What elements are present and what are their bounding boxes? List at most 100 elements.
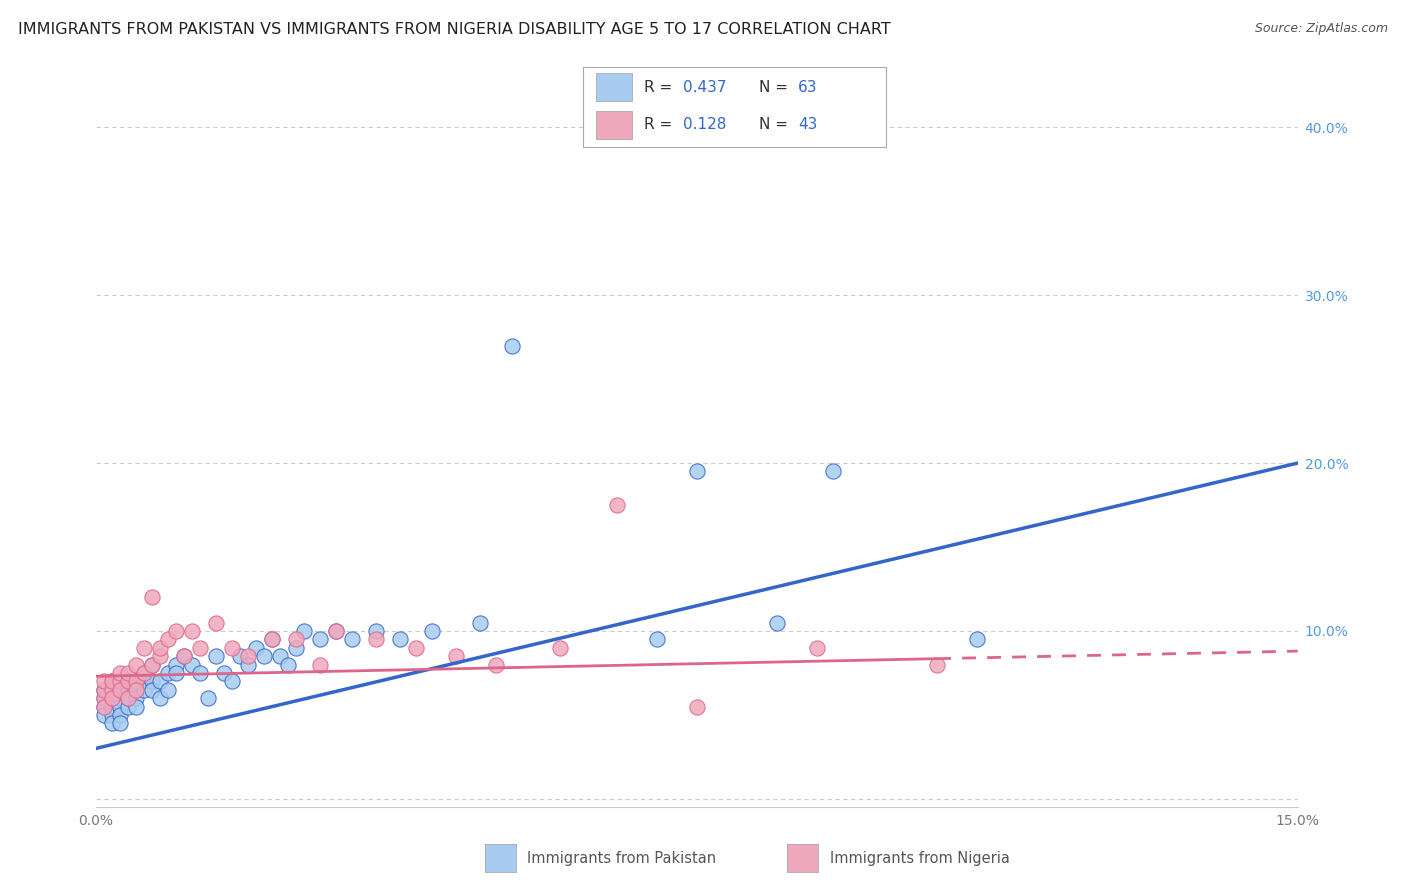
Point [366,624,388,638]
Point [93,674,115,689]
Point [149,649,172,664]
Point [966,632,988,647]
FancyBboxPatch shape [596,112,631,139]
Point [180,657,202,672]
Point [117,699,139,714]
Point [173,649,195,664]
Point [117,674,139,689]
Point [100,674,122,689]
Point [180,624,202,638]
Point [108,682,131,697]
Point [606,498,628,512]
Point [124,674,148,689]
Text: 0.128: 0.128 [683,117,727,132]
Point [188,640,211,655]
Point [100,716,122,731]
Point [124,657,148,672]
Point [108,699,131,714]
Text: 43: 43 [799,117,817,132]
Point [93,682,115,697]
Point [277,657,299,672]
Point [405,640,427,655]
Point [470,615,492,630]
Point [173,649,195,664]
Point [485,657,508,672]
Point [124,699,148,714]
Point [141,682,163,697]
Point [132,665,155,680]
Point [366,632,388,647]
Point [221,640,243,655]
Point [108,716,131,731]
Point [236,657,259,672]
Point [284,632,308,647]
Point [141,657,163,672]
Point [124,682,148,697]
Point [117,691,139,706]
Text: R =: R = [644,117,682,132]
Point [93,691,115,706]
Point [340,632,363,647]
Point [108,665,131,680]
Point [420,624,443,638]
Text: Immigrants from Nigeria: Immigrants from Nigeria [830,851,1010,865]
Point [100,699,122,714]
Point [292,624,315,638]
Point [117,691,139,706]
Point [93,682,115,697]
Point [205,649,228,664]
Point [686,465,709,479]
Point [100,674,122,689]
Point [205,615,228,630]
Point [93,699,115,714]
Point [132,682,155,697]
Point [124,691,148,706]
FancyBboxPatch shape [596,73,631,102]
Point [325,624,347,638]
Point [124,674,148,689]
Point [100,682,122,697]
Point [165,665,187,680]
Point [927,657,949,672]
Point [156,682,179,697]
Point [149,640,172,655]
Point [93,691,115,706]
Point [806,640,828,655]
Point [108,682,131,697]
Point [117,674,139,689]
Point [124,682,148,697]
Point [149,674,172,689]
Point [550,640,572,655]
Point [141,591,163,605]
Point [141,657,163,672]
Point [645,632,668,647]
Point [132,665,155,680]
Point [686,699,709,714]
Point [229,649,252,664]
Point [132,674,155,689]
Point [309,632,332,647]
Point [132,640,155,655]
Point [245,640,267,655]
Point [212,665,235,680]
Point [100,707,122,722]
Point [117,682,139,697]
Point [165,657,187,672]
Point [108,674,131,689]
Point [309,657,332,672]
Point [284,640,308,655]
Point [260,632,283,647]
Point [108,707,131,722]
Point [197,691,219,706]
Point [117,665,139,680]
Text: Immigrants from Pakistan: Immigrants from Pakistan [527,851,717,865]
Point [269,649,291,664]
Point [444,649,467,664]
Point [260,632,283,647]
Point [188,665,211,680]
Point [100,691,122,706]
Point [141,674,163,689]
Point [93,707,115,722]
Text: IMMIGRANTS FROM PAKISTAN VS IMMIGRANTS FROM NIGERIA DISABILITY AGE 5 TO 17 CORRE: IMMIGRANTS FROM PAKISTAN VS IMMIGRANTS F… [18,22,891,37]
Point [501,338,523,352]
